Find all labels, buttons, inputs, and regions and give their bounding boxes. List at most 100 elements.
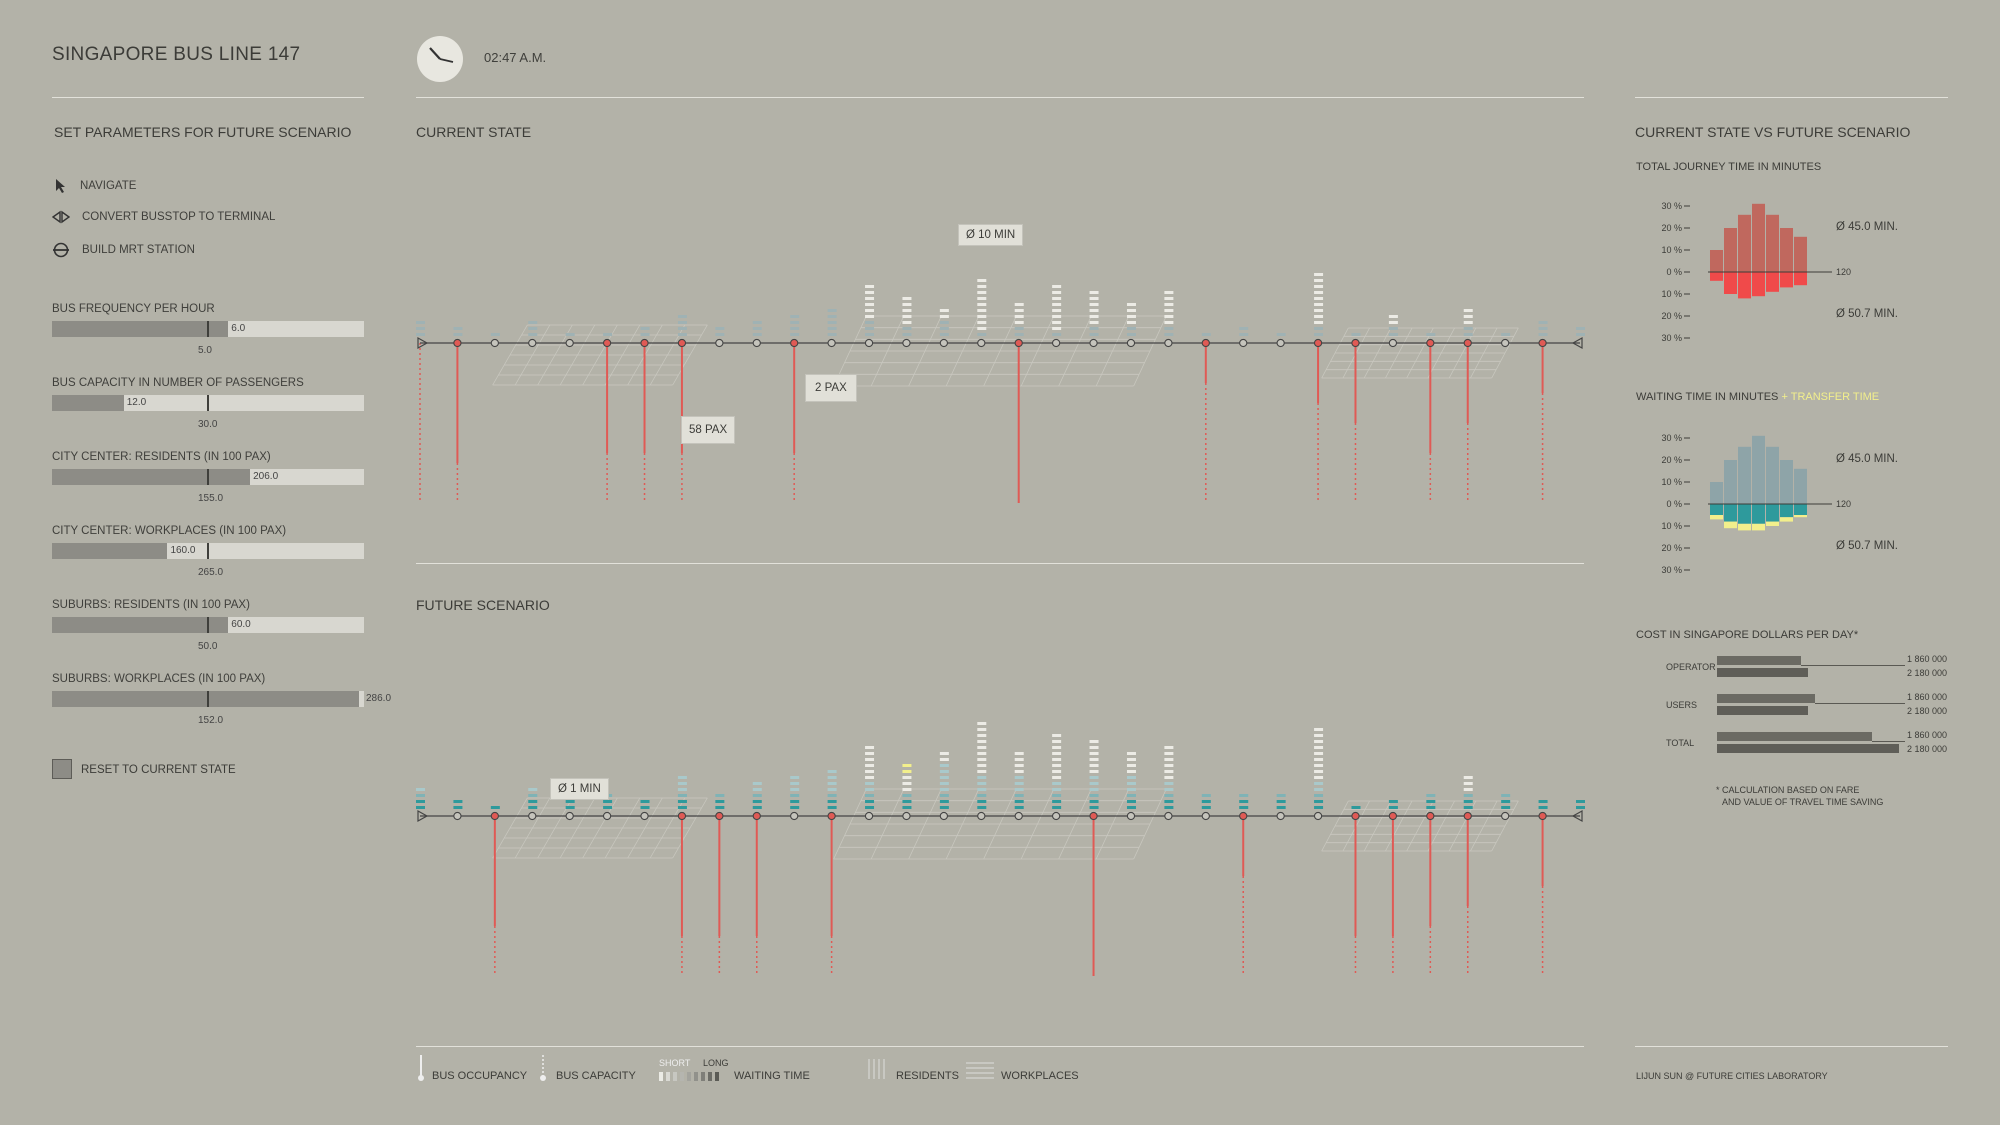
bus-stop [715,811,724,821]
bus-stop [1501,338,1510,348]
legend: BUS OCCUPANCY BUS CAPACITY SHORT LONG WA… [416,1055,1584,1095]
bus-stop [528,811,537,821]
bus-stop [939,811,949,821]
slider-reference-mark [207,617,209,633]
bar-future [1724,504,1737,522]
bus-stop [752,811,761,821]
cost-future-value: 2 180 000 [1907,668,1948,678]
tool-navigate[interactable]: NAVIGATE [54,178,136,194]
cost-leader-line [1815,703,1905,704]
slider-value: 206.0 [253,471,279,482]
svg-text:Ø 50.7 MIN.: Ø 50.7 MIN. [1836,308,1898,320]
bar-current [1710,250,1723,272]
slider-reference-mark [207,321,209,337]
bar-future [1738,272,1751,299]
bus-stop [1201,811,1210,821]
parameter-slider[interactable]: 160.0 [52,543,364,559]
cost-bar-future [1717,668,1808,677]
app-title: SINGAPORE BUS LINE 147 [52,44,301,65]
bus-stop [1463,811,1472,821]
bar-future [1766,504,1779,522]
cost-leader-line [1871,741,1905,742]
bus-stop [1388,811,1398,821]
bus-stop [715,338,724,348]
slider-fill [52,617,229,633]
bus-stop [1426,811,1435,821]
bar-current [1794,236,1807,272]
passenger-tag: 2 PAX [805,374,857,402]
tool-label: BUILD MRT STATION [82,244,195,256]
slider-reference-value: 50.0 [198,641,218,652]
waiting-time-tag: Ø 10 MIN [958,224,1024,246]
parameter-slider[interactable]: 6.0 [52,321,364,337]
bus-stop [640,338,649,348]
parameter-slider[interactable]: 60.0 [52,617,364,633]
waiting-title-text: WAITING TIME IN MINUTES [1636,391,1779,403]
slider-label: SUBURBS: RESIDENTS (IN 100 PAX) [52,599,250,611]
bar-future [1710,504,1723,515]
bar-transfer [1794,515,1807,518]
reset-label[interactable]: RESET TO CURRENT STATE [81,764,236,776]
slider-reference-value: 5.0 [198,345,212,356]
bus-stop [752,338,761,348]
svg-text:0 %: 0 % [1666,267,1682,277]
divider [1635,97,1948,98]
slider-value: 6.0 [231,323,246,334]
bus-stop [602,338,612,348]
bar-transfer [1724,521,1737,529]
divider [416,97,1584,98]
cost-leader-line [1800,665,1905,666]
slider-label: CITY CENTER: WORKPLACES (IN 100 PAX) [52,525,287,537]
slider-value: 286.0 [366,693,392,704]
parameter-slider[interactable]: 286.0 [52,691,391,707]
slider-reference-value: 152.0 [198,715,224,726]
bus-stop [1351,811,1360,821]
reset-checkbox[interactable] [52,759,72,779]
bus-stop [1538,338,1547,348]
waiting-chart-title: WAITING TIME IN MINUTES + TRANSFER TIME [1636,391,1879,403]
bus-stop [1239,811,1248,821]
bus-stop [1201,338,1210,348]
tool-convert-terminal[interactable]: CONVERT BUSSTOP TO TERMINAL [52,210,275,224]
slider-reference-mark [207,469,209,485]
bus-stop [490,811,499,821]
slider-fill [52,469,251,485]
bus-stop [902,811,911,821]
cost-future-value: 2 180 000 [1907,706,1948,716]
bus-stop [1164,811,1173,821]
bar-future [1710,272,1723,281]
bar-current [1780,460,1793,504]
bus-stop [902,338,911,348]
slider-value: 60.0 [231,619,251,630]
slider-reference-mark [207,543,209,559]
divider [416,563,1584,564]
svg-text:20 %: 20 % [1661,311,1682,321]
tool-build-mrt[interactable]: BUILD MRT STATION [52,242,195,258]
transfer-label: + TRANSFER TIME [1781,391,1880,403]
bar-future [1794,504,1807,515]
slider-value: 12.0 [126,397,147,408]
slider-fill [52,691,360,707]
bar-future [1752,504,1765,524]
residents-icon [868,1059,885,1079]
mrt-station-icon [53,242,69,258]
bus-stop [1126,811,1136,821]
slider-reference-value: 30.0 [198,419,218,430]
bus-stop [453,338,462,348]
bus-stop [565,811,574,821]
bar-current [1724,460,1737,504]
bar-current [1738,214,1751,272]
bus-stop [1051,811,1061,821]
bus-stop [1313,811,1323,821]
slider-fill [52,543,168,559]
svg-text:10 %: 10 % [1661,245,1682,255]
svg-text:0 %: 0 % [1666,499,1682,509]
svg-text:Ø 45.0 MIN.: Ø 45.0 MIN. [1836,221,1898,233]
bus-stop [1276,811,1285,821]
slider-value: 160.0 [170,545,196,556]
parameter-slider[interactable]: 206.0 [52,469,364,485]
bar-transfer [1738,523,1751,531]
parameter-slider[interactable]: 12.0 [52,395,364,411]
bus-stop [602,811,612,821]
svg-text:20 %: 20 % [1661,543,1682,553]
